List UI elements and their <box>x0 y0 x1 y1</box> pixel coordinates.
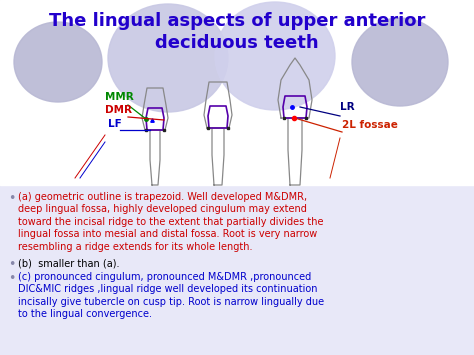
Text: LF: LF <box>108 119 122 129</box>
Text: (c) pronounced cingulum, pronounced M&DMR ,pronounced
DIC&MIC ridges ,lingual ri: (c) pronounced cingulum, pronounced M&DM… <box>18 272 324 319</box>
Text: •: • <box>8 192 15 205</box>
Text: (a) geometric outline is trapezoid. Well developed M&DMR,
deep lingual fossa, hi: (a) geometric outline is trapezoid. Well… <box>18 192 323 252</box>
Text: •: • <box>8 258 15 271</box>
Text: •: • <box>8 272 15 285</box>
Ellipse shape <box>215 2 335 110</box>
Ellipse shape <box>108 4 228 112</box>
Text: (b)  smaller than (a).: (b) smaller than (a). <box>18 258 119 268</box>
Text: deciduous teeth: deciduous teeth <box>155 34 319 52</box>
Text: MMR: MMR <box>105 92 134 102</box>
Text: The lingual aspects of upper anterior: The lingual aspects of upper anterior <box>49 12 425 30</box>
Ellipse shape <box>352 18 448 106</box>
Text: LR: LR <box>340 102 355 112</box>
Bar <box>0 0 474 185</box>
Text: 2L fossae: 2L fossae <box>342 120 398 130</box>
Ellipse shape <box>14 22 102 102</box>
Text: DMR: DMR <box>105 105 132 115</box>
